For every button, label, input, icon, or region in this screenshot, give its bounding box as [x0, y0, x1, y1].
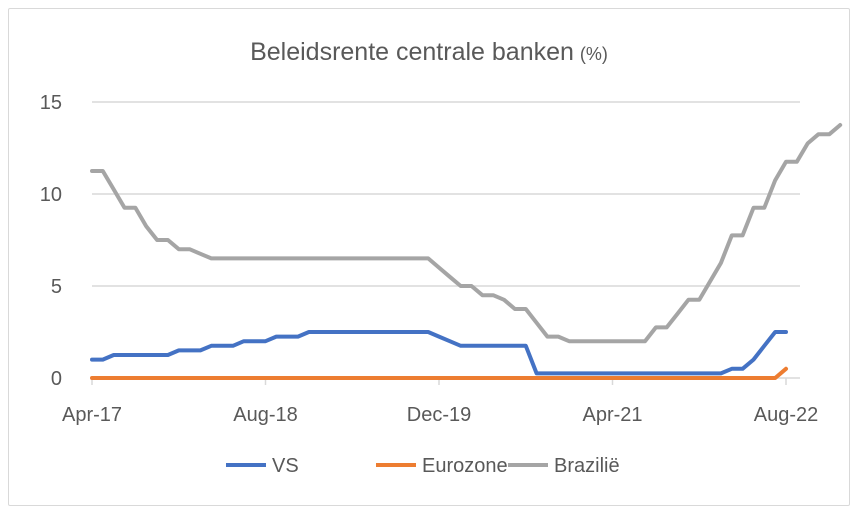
- y-tick-label: 15: [40, 92, 62, 114]
- x-tick-label: Aug-18: [233, 404, 298, 426]
- x-tick-label: Apr-21: [582, 404, 642, 426]
- y-tick-label: 5: [51, 276, 62, 298]
- chart-title: Beleidsrente centrale banken (%): [250, 38, 608, 66]
- legend-label: Braziliё: [554, 455, 620, 477]
- chart-frame: [8, 8, 850, 506]
- chart-title-unit: (%): [580, 44, 608, 64]
- legend-label: Eurozone: [422, 455, 508, 477]
- chart-title-text: Beleidsrente centrale banken: [250, 38, 574, 66]
- legend-label: VS: [272, 455, 299, 477]
- x-tick-label: Aug-22: [754, 404, 819, 426]
- y-tick-label: 10: [40, 184, 62, 206]
- series-line-eurozone: [90, 366, 788, 380]
- x-tick-label: Apr-17: [62, 404, 122, 426]
- series-line-vs: [90, 330, 788, 376]
- series-line-brazili: [90, 123, 843, 344]
- y-tick-label: 0: [51, 368, 62, 390]
- x-tick-label: Dec-19: [407, 404, 471, 426]
